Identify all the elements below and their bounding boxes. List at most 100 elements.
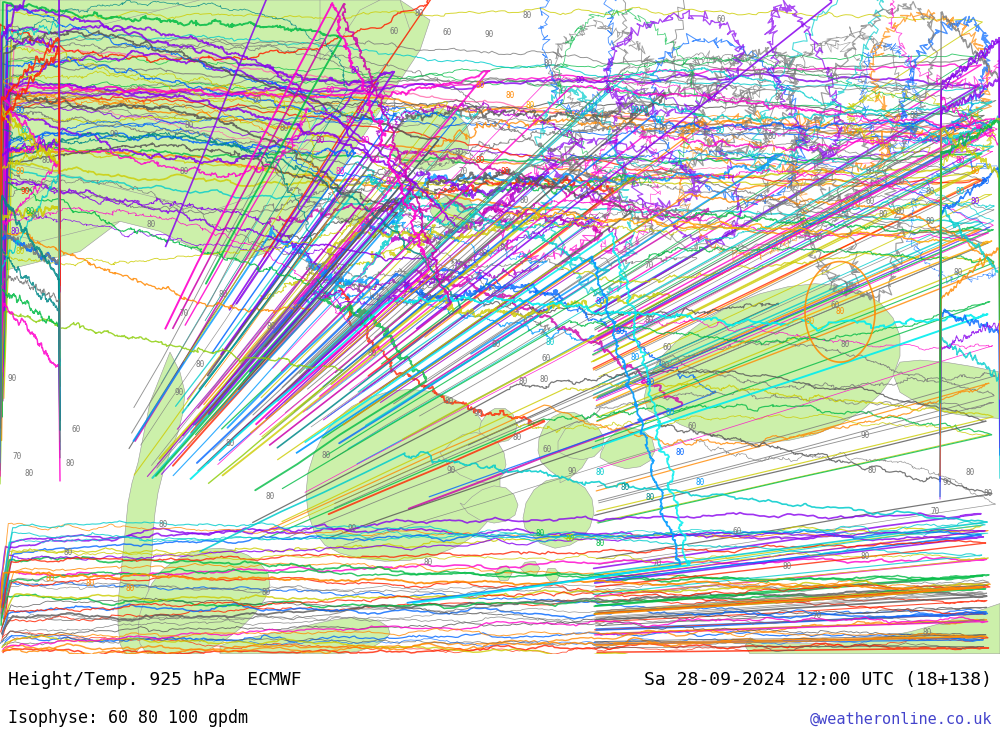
Text: 80: 80 xyxy=(715,126,725,136)
Polygon shape xyxy=(0,0,410,211)
Text: 80: 80 xyxy=(25,207,35,216)
Polygon shape xyxy=(558,421,604,460)
Text: 80: 80 xyxy=(15,247,25,256)
Text: 80: 80 xyxy=(655,117,665,125)
Text: 80: 80 xyxy=(262,589,271,597)
Polygon shape xyxy=(118,352,185,654)
Text: 80: 80 xyxy=(513,433,522,443)
Text: 80: 80 xyxy=(25,147,35,155)
Text: 80: 80 xyxy=(644,316,654,325)
Text: 80: 80 xyxy=(955,187,965,196)
Text: 80: 80 xyxy=(15,166,25,175)
Text: 70: 70 xyxy=(931,507,940,516)
Text: 80: 80 xyxy=(922,628,932,637)
Text: 80: 80 xyxy=(535,528,545,537)
Text: 80: 80 xyxy=(910,111,919,120)
Text: 80: 80 xyxy=(399,205,408,214)
Text: 80: 80 xyxy=(66,459,75,468)
Text: 80: 80 xyxy=(15,106,25,115)
Text: 80: 80 xyxy=(661,361,670,370)
Text: 80: 80 xyxy=(775,92,784,102)
Text: 80: 80 xyxy=(415,10,424,18)
Text: 80: 80 xyxy=(970,166,980,175)
Text: 80: 80 xyxy=(179,167,188,176)
Polygon shape xyxy=(644,284,900,443)
Text: 80: 80 xyxy=(380,106,390,115)
Text: 80: 80 xyxy=(645,377,655,387)
Text: 60: 60 xyxy=(325,86,335,95)
Text: 80: 80 xyxy=(185,122,194,130)
Text: 8050: 8050 xyxy=(631,106,649,115)
Text: 80: 80 xyxy=(219,290,228,299)
Text: 80: 80 xyxy=(525,101,535,110)
Polygon shape xyxy=(545,568,560,581)
Text: 80: 80 xyxy=(545,337,555,347)
Text: 80: 80 xyxy=(266,492,275,501)
Text: 80: 80 xyxy=(24,469,33,479)
Text: 80: 80 xyxy=(505,91,515,100)
Text: 80: 80 xyxy=(445,397,454,405)
Polygon shape xyxy=(479,408,517,443)
Text: 80: 80 xyxy=(675,448,685,457)
Text: 60: 60 xyxy=(865,196,875,206)
Polygon shape xyxy=(495,567,512,581)
Text: 80: 80 xyxy=(279,124,288,133)
Text: 60: 60 xyxy=(831,301,840,311)
Text: 80: 80 xyxy=(478,249,487,258)
Text: 80: 80 xyxy=(423,558,432,567)
Polygon shape xyxy=(893,360,1000,419)
Text: 80: 80 xyxy=(615,328,625,336)
Text: 90: 90 xyxy=(347,523,357,532)
Text: 80: 80 xyxy=(595,468,605,477)
Text: 80: 80 xyxy=(539,375,548,384)
Text: 60: 60 xyxy=(253,96,262,106)
Text: 90: 90 xyxy=(447,466,456,476)
Polygon shape xyxy=(745,603,1000,654)
Text: 80: 80 xyxy=(266,323,275,331)
Text: 80: 80 xyxy=(925,217,935,226)
Text: 80: 80 xyxy=(565,534,575,542)
Text: 80: 80 xyxy=(659,124,668,133)
Text: 90: 90 xyxy=(174,388,184,397)
Text: 80: 80 xyxy=(595,539,605,548)
Text: 80: 80 xyxy=(350,66,360,75)
Polygon shape xyxy=(600,427,655,468)
Text: 80: 80 xyxy=(370,156,380,166)
Text: 90: 90 xyxy=(20,187,30,196)
Polygon shape xyxy=(220,618,390,654)
Text: 60: 60 xyxy=(717,15,726,23)
Text: 80: 80 xyxy=(630,353,640,361)
Text: 80: 80 xyxy=(835,307,845,317)
Text: 70: 70 xyxy=(424,258,433,267)
Polygon shape xyxy=(538,413,594,483)
Text: 60: 60 xyxy=(602,111,611,120)
Polygon shape xyxy=(523,478,594,548)
Text: 80: 80 xyxy=(895,177,905,185)
Text: 80: 80 xyxy=(605,86,615,95)
Text: 80: 80 xyxy=(865,166,875,175)
Text: 80: 80 xyxy=(63,548,73,557)
Text: 60: 60 xyxy=(687,421,697,430)
Text: 80: 80 xyxy=(867,466,877,475)
Text: 90: 90 xyxy=(567,467,577,476)
Text: 60: 60 xyxy=(663,343,672,352)
Text: 80: 80 xyxy=(491,340,501,349)
Text: 70: 70 xyxy=(653,559,662,568)
Text: 80: 80 xyxy=(575,76,585,85)
Text: 80: 80 xyxy=(367,349,376,358)
Polygon shape xyxy=(440,432,506,483)
Polygon shape xyxy=(430,193,474,229)
Text: 60: 60 xyxy=(20,126,30,136)
Text: 80: 80 xyxy=(519,196,529,205)
Text: Height/Temp. 925 hPa  ECMWF: Height/Temp. 925 hPa ECMWF xyxy=(8,671,302,689)
Polygon shape xyxy=(329,192,373,224)
Polygon shape xyxy=(0,0,290,272)
Text: 60: 60 xyxy=(306,263,315,272)
Text: 80: 80 xyxy=(365,86,375,95)
Text: 60: 60 xyxy=(389,27,399,36)
Text: 60: 60 xyxy=(541,354,550,364)
Text: 80: 80 xyxy=(518,377,527,386)
Text: 80: 80 xyxy=(355,106,365,115)
Polygon shape xyxy=(0,10,220,171)
Polygon shape xyxy=(390,108,470,171)
